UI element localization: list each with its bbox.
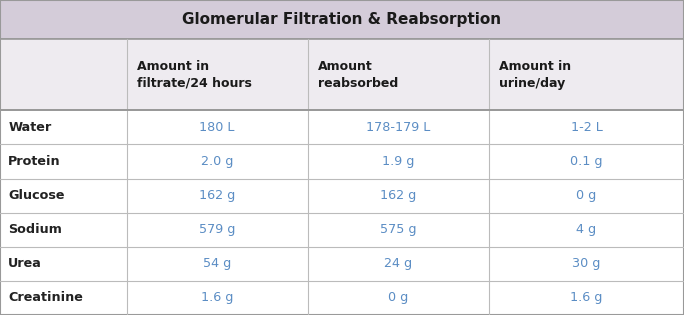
Bar [0,110,684,144]
Text: 54 g: 54 g [203,257,231,270]
Text: Water: Water [8,121,51,134]
Text: 0 g: 0 g [389,291,408,304]
Bar [0,179,684,213]
Text: 30 g: 30 g [573,257,601,270]
Text: Glomerular Filtration & Reabsorption: Glomerular Filtration & Reabsorption [183,12,501,27]
Text: Creatinine: Creatinine [8,291,83,304]
Text: Glucose: Glucose [8,189,65,202]
Text: 1-2 L: 1-2 L [570,121,603,134]
Text: 162 g: 162 g [380,189,417,202]
Bar [0,281,684,315]
Text: 180 L: 180 L [200,121,235,134]
Text: 24 g: 24 g [384,257,412,270]
Text: Urea: Urea [8,257,42,270]
Text: Amount in
filtrate/24 hours: Amount in filtrate/24 hours [137,60,252,90]
Bar [0,39,684,110]
Bar [0,144,684,179]
Text: Amount
reabsorbed: Amount reabsorbed [318,60,398,90]
Bar [0,0,684,39]
Text: Amount in
urine/day: Amount in urine/day [499,60,571,90]
Text: 2.0 g: 2.0 g [201,155,233,168]
Text: 1.6 g: 1.6 g [201,291,233,304]
Bar [0,213,684,247]
Text: 0 g: 0 g [577,189,596,202]
Text: Sodium: Sodium [8,223,62,236]
Text: 178-179 L: 178-179 L [367,121,430,134]
Text: 162 g: 162 g [199,189,235,202]
Text: 575 g: 575 g [380,223,417,236]
Text: 579 g: 579 g [199,223,235,236]
Text: 1.9 g: 1.9 g [382,155,415,168]
Text: Protein: Protein [8,155,61,168]
Bar [0,247,684,281]
Text: 4 g: 4 g [577,223,596,236]
Text: 1.6 g: 1.6 g [570,291,603,304]
Text: 0.1 g: 0.1 g [570,155,603,168]
